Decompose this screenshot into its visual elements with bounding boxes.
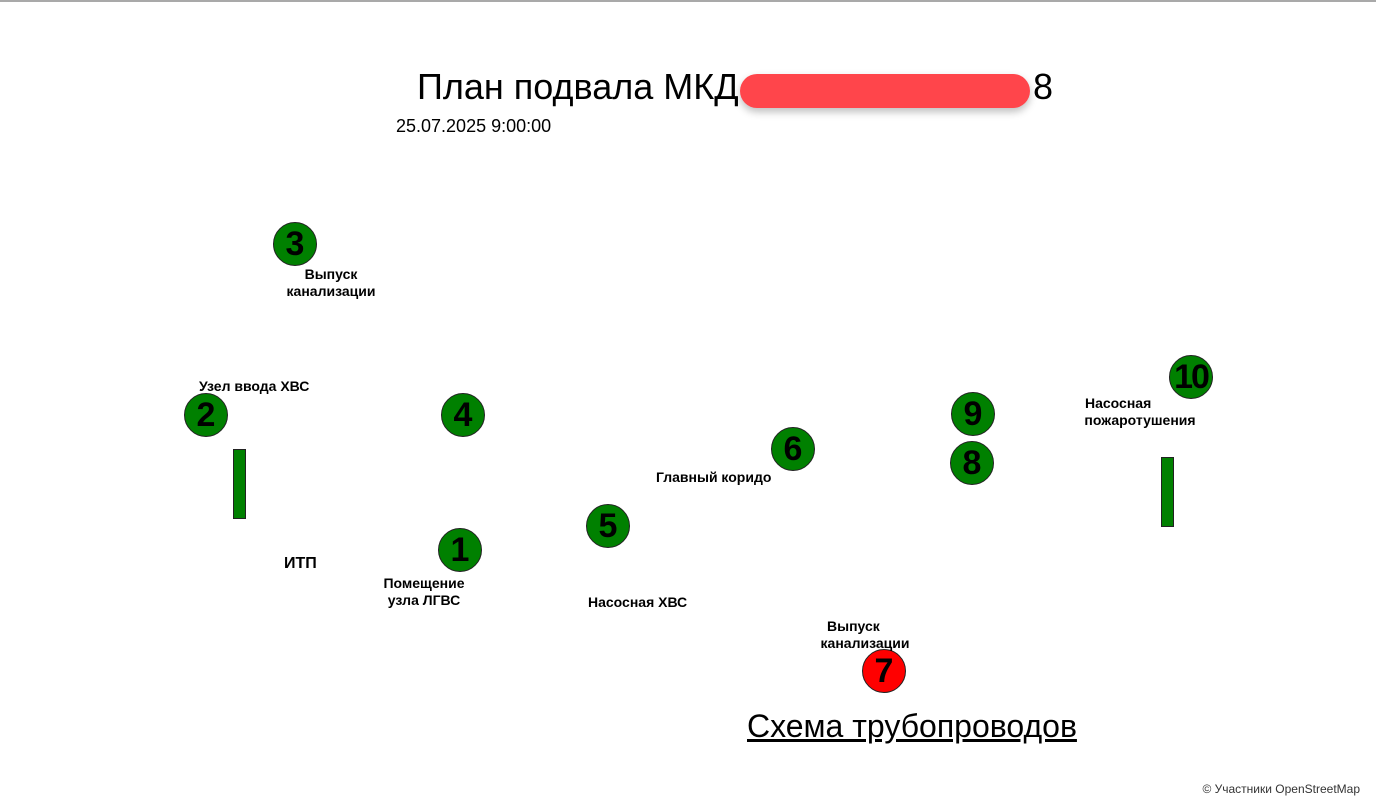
page-title-suffix: 8 <box>1033 66 1054 107</box>
label-line: Выпуск <box>827 618 880 634</box>
page-title: План подвала МКД <box>417 66 739 107</box>
label-vypusk-kanalizacii-1: Выпуск канализации <box>270 266 392 300</box>
label-uzel-vvoda-hvs: Узел ввода ХВС <box>199 378 310 394</box>
sensor-marker-7[interactable]: 7 <box>862 649 906 693</box>
sensor-marker-8[interactable]: 8 <box>950 441 994 485</box>
redaction-mark <box>740 74 1030 108</box>
label-itp: ИТП <box>284 555 317 572</box>
label-nasosnaya-pozharotusheniya: Насосная пожаротушения <box>1080 395 1200 429</box>
sensor-marker-3[interactable]: 3 <box>273 222 317 266</box>
label-vypusk-kanalizacii-2: Выпуск канализации <box>817 618 913 652</box>
pipe-bar-left <box>233 449 246 519</box>
label-line: Выпуск <box>304 266 358 282</box>
timestamp: 25.07.2025 9:00:00 <box>396 116 552 136</box>
label-line: канализации <box>286 283 376 299</box>
sensor-marker-10[interactable]: 10 <box>1169 355 1213 399</box>
sensor-marker-2[interactable]: 2 <box>184 393 228 437</box>
label-line: пожаротушения <box>1084 412 1196 428</box>
sensor-marker-1[interactable]: 1 <box>438 528 482 572</box>
label-glavny-koridor: Главный коридо <box>656 469 772 485</box>
pipeline-scheme-link[interactable]: Схема трубопроводов <box>747 708 1077 744</box>
pipe-bar-right <box>1161 457 1174 527</box>
map-attribution[interactable]: © Участники OpenStreetMap <box>1202 782 1360 796</box>
label-nasosnaya-hvs: Насосная ХВС <box>588 594 688 610</box>
sensor-marker-4[interactable]: 4 <box>441 393 485 437</box>
sensor-marker-5[interactable]: 5 <box>586 504 630 548</box>
label-line: канализации <box>820 635 910 651</box>
label-pomeshchenie-lgvs: Помещение узла ЛГВС <box>378 575 470 609</box>
top-border <box>0 0 1376 2</box>
label-line: Помещение <box>383 575 465 591</box>
label-line: Насосная <box>1085 395 1152 411</box>
sensor-marker-6[interactable]: 6 <box>771 427 815 471</box>
label-line: узла ЛГВС <box>387 592 461 608</box>
sensor-marker-9[interactable]: 9 <box>951 392 995 436</box>
